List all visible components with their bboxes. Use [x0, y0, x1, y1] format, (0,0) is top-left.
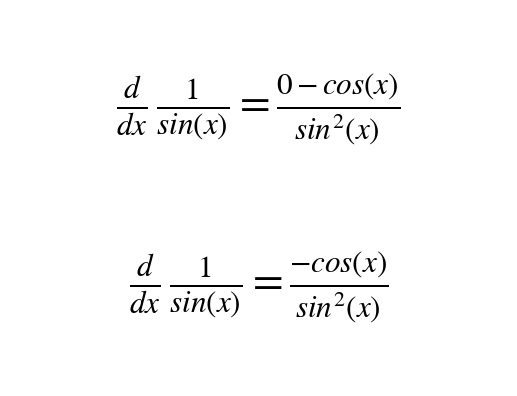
Text: $\frac{d}{dx}\,\frac{1}{\mathit{sin}(x)} = \frac{-\mathit{cos}(x)}{\mathit{sin}^: $\frac{d}{dx}\,\frac{1}{\mathit{sin}(x)}…: [129, 249, 388, 325]
Text: $\frac{d}{dx}\,\frac{1}{\mathit{sin}(x)} = \frac{0 - \mathit{cos}(x)}{\mathit{si: $\frac{d}{dx}\,\frac{1}{\mathit{sin}(x)}…: [116, 71, 401, 147]
